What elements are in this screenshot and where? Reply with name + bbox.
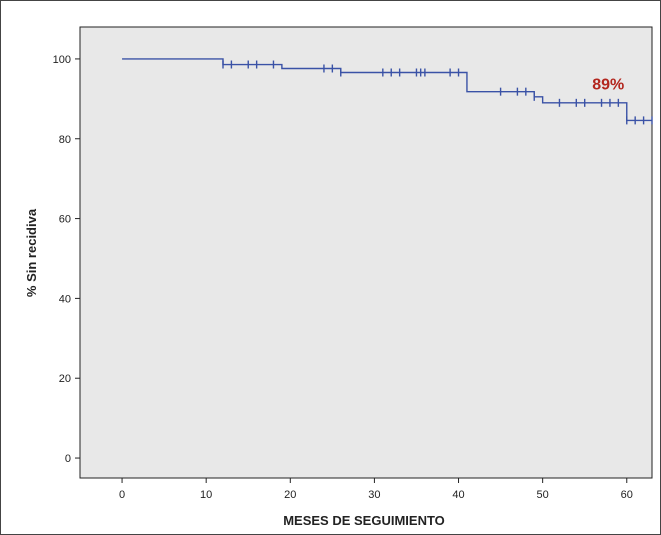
x-axis-ticks: 0 10 20 30 40 50 60: [119, 478, 633, 501]
x-tick-label: 50: [537, 489, 549, 501]
x-tick-label: 60: [621, 489, 633, 501]
y-tick-label: 80: [59, 134, 71, 146]
x-tick-label: 0: [119, 489, 125, 501]
x-tick-label: 20: [284, 489, 296, 501]
annotation-label: 89%: [592, 77, 624, 94]
x-tick-label: 30: [368, 489, 380, 501]
plot-area: [79, 26, 653, 479]
y-tick-label: 60: [59, 214, 71, 226]
series-group: [122, 58, 653, 125]
x-tick-label: 40: [452, 489, 464, 501]
y-tick-label: 20: [59, 373, 71, 385]
y-tick-label: 100: [53, 54, 71, 66]
y-axis-title: % Sin recidiva: [24, 208, 39, 297]
y-axis-ticks: 0 20 40 60 80 100: [53, 54, 80, 465]
y-tick-label: 40: [59, 293, 71, 305]
x-tick-label: 10: [200, 489, 212, 501]
x-axis-title: MESES DE SEGUIMIENTO: [283, 513, 445, 528]
y-tick-label: 0: [65, 453, 71, 465]
